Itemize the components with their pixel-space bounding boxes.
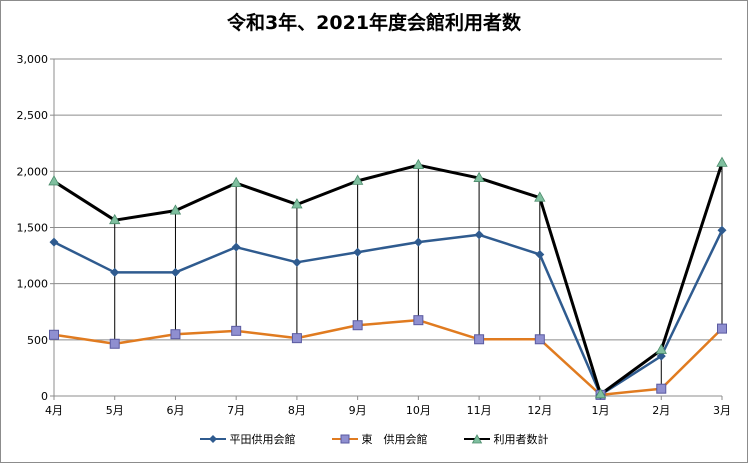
x-tick-labels: 4月 5月 6月 7月 8月 9月 10月 11月 12月 1月 2月 3月	[45, 404, 731, 417]
drop-lines	[53, 162, 723, 395]
point-hirata	[474, 230, 484, 240]
point-hirata	[717, 225, 727, 235]
point-higashi	[49, 329, 59, 340]
x-tick-label: 3月	[713, 404, 731, 417]
legend-item-total: 利用者数計	[463, 431, 549, 447]
point-higashi	[656, 383, 667, 394]
point-higashi	[109, 338, 120, 349]
point-higashi	[474, 334, 485, 345]
x-tick-label: 11月	[467, 404, 492, 417]
x-tick-label: 12月	[527, 404, 552, 417]
point-hirata	[110, 267, 120, 277]
x-tick-label: 1月	[592, 404, 610, 417]
x-tick-label: 7月	[227, 404, 245, 417]
point-total	[291, 198, 303, 209]
x-tick-label: 10月	[406, 404, 431, 417]
series-line-1	[53, 318, 723, 397]
x-tick-label: 5月	[106, 404, 124, 417]
x-tick-label: 6月	[166, 404, 184, 417]
legend-item-hirata: 平田供用会館	[199, 431, 296, 447]
legend: 平田供用会館 東 供用会館 利用者数計	[0, 431, 748, 447]
point-hirata	[49, 237, 59, 247]
point-higashi	[170, 329, 181, 340]
x-tick-label: 8月	[288, 404, 306, 417]
legend-item-higashi: 東 供用会館	[331, 431, 428, 447]
point-total	[473, 171, 485, 182]
legend-key-higashi	[331, 434, 358, 444]
x-tick-label: 4月	[45, 404, 63, 417]
y-tick-label: 2,500	[17, 109, 49, 122]
y-tick-label: 1,000	[17, 278, 49, 291]
series-line-2	[53, 162, 724, 396]
legend-label-total: 利用者数計	[493, 433, 549, 446]
chart-title: 令和3年、2021年度会館利用者数	[226, 12, 522, 34]
y-tick-label: 3,000	[17, 53, 49, 66]
point-total	[716, 156, 728, 167]
point-hirata	[170, 267, 180, 277]
y-tick-label: 500	[27, 334, 48, 347]
series-line-0	[53, 229, 724, 397]
point-higashi	[352, 320, 363, 331]
legend-label-hirata: 平田供用会館	[229, 433, 296, 446]
point-hirata	[231, 242, 241, 252]
point-total	[534, 191, 546, 202]
series-markers	[48, 156, 728, 400]
y-tick-label: 2,000	[17, 165, 49, 178]
x-tick-label: 2月	[652, 404, 670, 417]
gridlines	[54, 58, 722, 341]
point-total	[351, 174, 364, 185]
point-hirata	[535, 249, 545, 259]
point-total	[594, 387, 607, 399]
point-total	[169, 204, 182, 215]
y-tick-labels: 0 500 1,000 1,500 2,000 2,500 3,000	[17, 53, 49, 403]
y-tick-label: 0	[41, 390, 48, 403]
point-total	[109, 213, 121, 225]
axes	[50, 58, 723, 400]
point-hirata	[353, 247, 363, 257]
point-higashi	[413, 315, 424, 326]
point-higashi	[717, 323, 727, 334]
point-total	[655, 343, 667, 354]
legend-label-higashi: 東 供用会館	[361, 433, 428, 446]
point-higashi	[534, 334, 545, 345]
point-higashi	[231, 325, 242, 336]
point-hirata	[413, 237, 423, 247]
series-lines	[53, 162, 724, 397]
x-tick-label: 9月	[349, 404, 367, 417]
point-total	[230, 176, 242, 188]
legend-key-total	[463, 434, 490, 444]
point-total	[48, 175, 60, 186]
legend-key-hirata	[199, 435, 226, 443]
point-hirata	[656, 351, 666, 361]
y-tick-label: 1,500	[17, 222, 49, 235]
point-hirata	[292, 257, 302, 267]
point-total	[412, 158, 425, 170]
point-higashi	[291, 333, 302, 344]
